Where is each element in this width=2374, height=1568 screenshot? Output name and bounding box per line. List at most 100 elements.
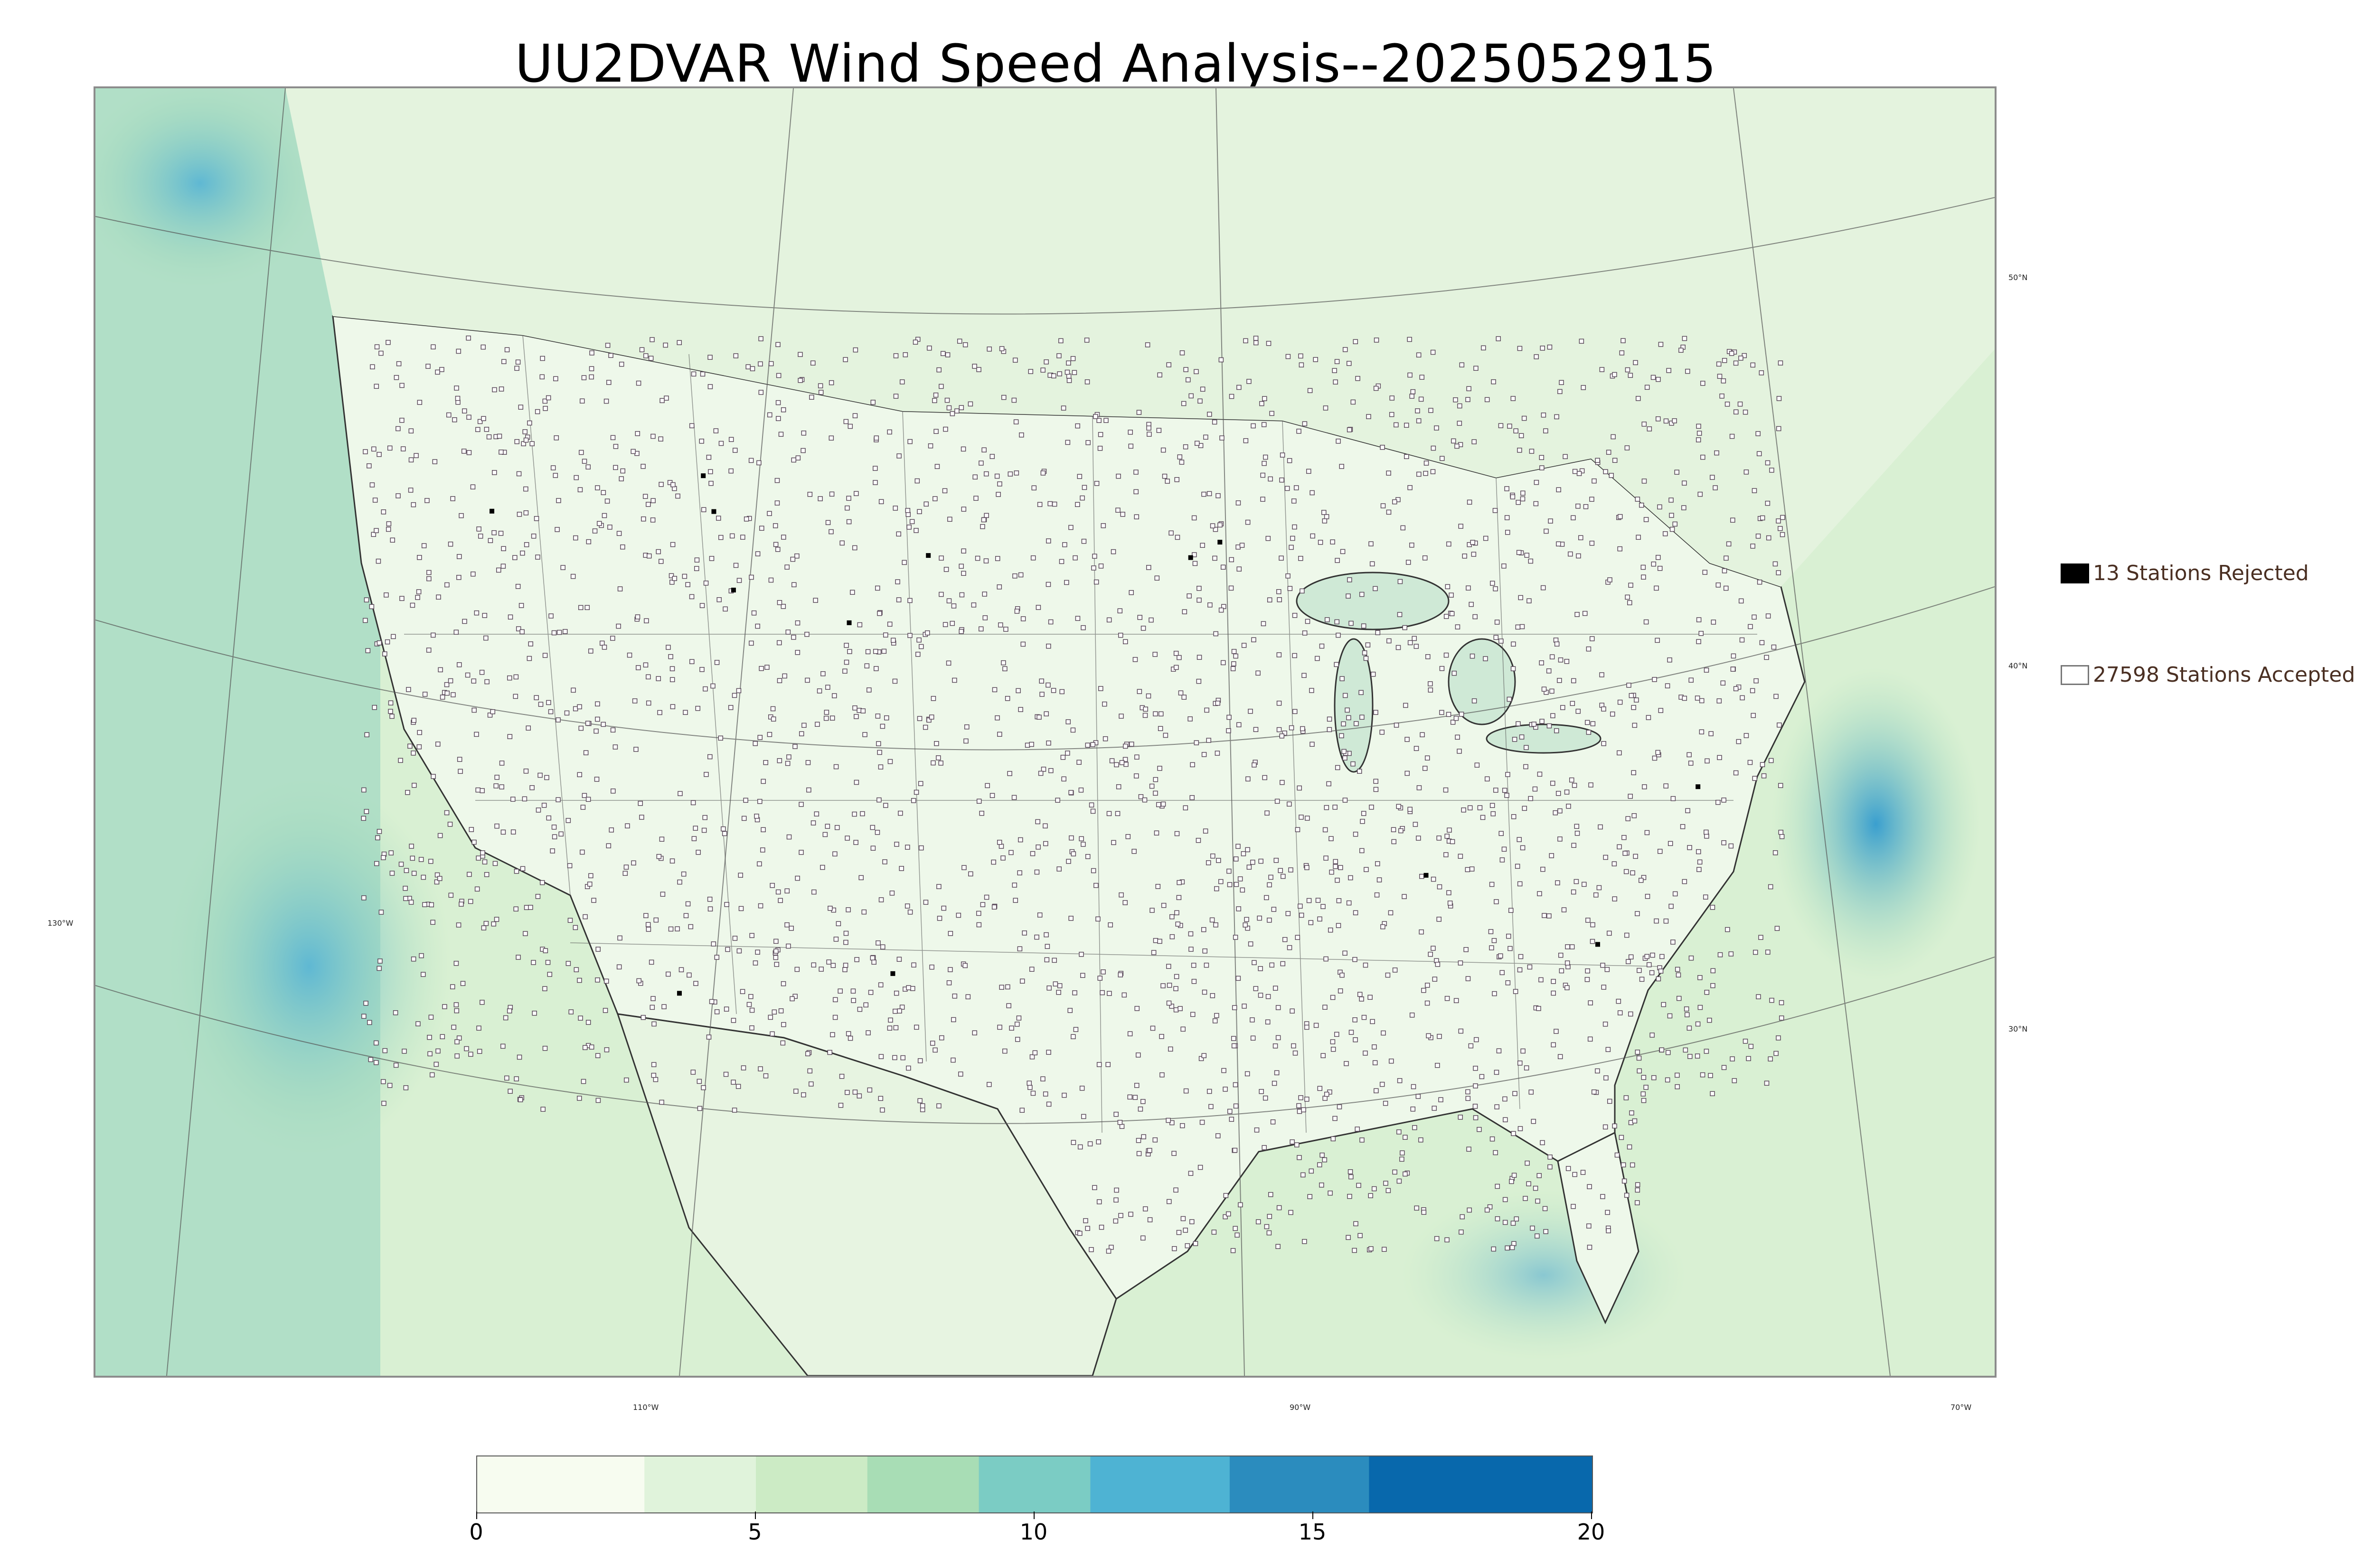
accepted-station-marker [1459, 712, 1464, 717]
accepted-station-marker [595, 1098, 601, 1103]
accepted-station-marker [905, 845, 910, 850]
accepted-station-marker [453, 629, 459, 635]
accepted-station-marker [1147, 1148, 1152, 1153]
accepted-station-marker [1494, 620, 1500, 625]
accepted-station-marker [1243, 338, 1248, 344]
accepted-station-marker [749, 574, 754, 580]
accepted-station-marker [878, 982, 884, 987]
mexico-landmass [616, 1013, 1117, 1376]
accepted-station-marker [1215, 751, 1220, 756]
accepted-station-marker [777, 758, 782, 763]
accepted-station-marker [1038, 770, 1044, 776]
accepted-station-marker [1733, 409, 1739, 415]
accepted-station-marker [1193, 1241, 1198, 1246]
accepted-station-marker [939, 555, 944, 561]
accepted-station-marker [1080, 973, 1085, 978]
accepted-station-marker [1505, 530, 1510, 535]
accepted-station-marker [1776, 396, 1782, 401]
accepted-station-marker [641, 464, 646, 469]
accepted-station-marker [391, 634, 396, 639]
accepted-station-marker [1354, 721, 1359, 726]
accepted-station-marker [1065, 440, 1071, 445]
accepted-station-marker [390, 537, 396, 543]
accepted-station-marker [411, 871, 417, 876]
accepted-station-marker [805, 677, 810, 683]
accepted-station-marker [959, 629, 964, 634]
accepted-station-marker [1637, 1068, 1642, 1074]
accepted-station-marker [595, 485, 600, 490]
accepted-station-marker [976, 911, 981, 916]
accepted-station-marker [454, 385, 459, 391]
accepted-station-marker [1738, 356, 1743, 361]
accepted-station-marker [1152, 652, 1158, 657]
accepted-station-marker [1467, 805, 1473, 810]
accepted-station-marker [843, 963, 848, 968]
accepted-station-marker [1056, 866, 1062, 872]
accepted-station-marker [490, 709, 496, 714]
accepted-station-marker [1370, 671, 1376, 677]
accepted-station-marker [1099, 1224, 1104, 1230]
accepted-station-marker [795, 455, 801, 460]
accepted-station-marker [1077, 1230, 1083, 1236]
accepted-station-marker [1768, 1056, 1773, 1061]
accepted-station-marker [1070, 727, 1076, 733]
accepted-station-marker [481, 925, 487, 930]
accepted-station-marker [1696, 431, 1702, 436]
accepted-station-marker [1229, 557, 1234, 563]
map-panel[interactable] [94, 86, 1997, 1378]
accepted-station-marker [1296, 1103, 1301, 1108]
accepted-station-marker [1732, 1078, 1737, 1083]
accepted-station-marker [1729, 351, 1734, 356]
accepted-station-marker [1723, 585, 1729, 591]
accepted-station-marker [1075, 423, 1080, 429]
accepted-station-marker [1186, 377, 1191, 383]
accepted-station-marker [382, 651, 387, 657]
accepted-station-marker [507, 675, 512, 681]
accepted-station-marker [1215, 493, 1221, 498]
accepted-station-marker [1268, 874, 1273, 880]
accepted-station-marker [613, 465, 618, 470]
accepted-station-marker [1704, 667, 1709, 673]
accepted-station-marker [1066, 360, 1071, 366]
accepted-station-marker [697, 1079, 702, 1084]
accepted-station-marker [770, 706, 776, 712]
accepted-station-marker [1450, 720, 1456, 725]
accepted-station-marker [982, 615, 988, 620]
accepted-station-marker [1502, 1096, 1507, 1102]
accepted-station-marker [1525, 1160, 1530, 1166]
accepted-station-marker [1037, 912, 1043, 918]
accepted-station-marker [1541, 413, 1546, 418]
accepted-station-marker [546, 700, 551, 705]
accepted-station-marker [1206, 738, 1211, 743]
accepted-station-marker [701, 1085, 706, 1090]
accepted-station-marker [1538, 977, 1544, 983]
accepted-station-marker [1593, 892, 1599, 898]
accepted-station-marker [1755, 534, 1761, 539]
accepted-station-marker [786, 754, 791, 760]
accepted-station-marker [954, 408, 960, 413]
accepted-station-marker [1631, 813, 1637, 818]
colorbar-segment [1229, 1456, 1370, 1512]
accepted-station-marker [875, 585, 880, 591]
accepted-station-marker [361, 816, 367, 821]
accepted-station-marker [1342, 347, 1348, 352]
accepted-station-marker [1265, 1019, 1271, 1025]
accepted-station-marker [1676, 972, 1681, 977]
accepted-station-marker [1523, 1196, 1528, 1201]
accepted-station-marker [1322, 827, 1328, 833]
accepted-station-marker [1102, 736, 1108, 742]
accepted-station-marker [1223, 1214, 1228, 1220]
accepted-station-marker [1493, 586, 1498, 592]
accepted-station-marker [1233, 935, 1238, 940]
accepted-station-marker [729, 533, 735, 539]
accepted-station-marker [1189, 795, 1195, 800]
accepted-station-marker [647, 553, 652, 559]
accepted-station-marker [646, 700, 651, 706]
accepted-station-marker [861, 909, 867, 915]
accepted-station-marker [1191, 515, 1197, 521]
accepted-station-marker [579, 398, 585, 404]
accepted-station-marker [541, 803, 547, 808]
accepted-station-marker [1773, 1051, 1779, 1056]
accepted-station-marker [1301, 1107, 1306, 1113]
accepted-station-marker [741, 816, 747, 821]
